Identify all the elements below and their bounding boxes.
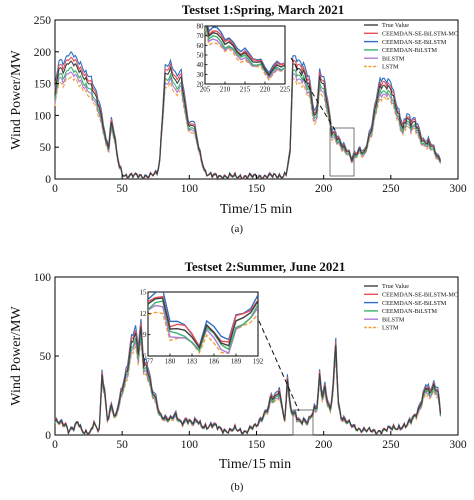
chart-b-zoom-leader: [258, 320, 300, 412]
chart-a-zoom-box: [329, 127, 355, 177]
y-tick-label: 200: [34, 47, 52, 59]
legend-label-4: BiLSTM: [382, 55, 405, 62]
inset-x-tick-label: 186: [209, 358, 220, 366]
inset-x-tick-label: 177: [143, 358, 154, 366]
inset-y-tick-label: 9: [143, 331, 147, 339]
y-tick-label: 50: [40, 142, 52, 154]
chart-b-inset: 177 180 183 186 189 192 6 9 12 15: [140, 289, 264, 366]
inset-x-tick-label: 210: [220, 86, 231, 94]
y-tick-label: 100: [34, 272, 52, 284]
series-line-0: [54, 60, 442, 181]
inset-x-tick-label: 192: [253, 358, 264, 366]
inset-y-tick-label: 70: [197, 32, 205, 40]
chart-a-xlabel: Time/15 min: [220, 202, 292, 217]
legend-label-2: CEEMDAN-SE-BiLSTM: [382, 300, 447, 307]
legend-label-3: CEEMDAN-BiLSTM: [382, 308, 438, 315]
inset-y-tick-label: 20: [197, 81, 205, 89]
chart-b-x-ticks: 0 50 100 150 200 250 300: [52, 431, 467, 451]
x-tick-label: 0: [52, 183, 58, 195]
chart-b-series: [54, 318, 442, 436]
x-tick-label: 50: [116, 439, 128, 451]
inset-line-0: [206, 26, 285, 77]
x-tick-label: 0: [52, 439, 58, 451]
inset-series: [205, 26, 285, 81]
x-tick-label: 250: [382, 439, 400, 451]
chart-b-xlabel: Time/15 min: [219, 457, 291, 472]
chart-a: Testset 1:Spring, March 2021 0 50 100 150 20…: [9, 2, 467, 235]
chart-b: Testset 2:Summer, June 2021 0 50 100 150 200…: [9, 259, 467, 493]
legend-label-0: True Value: [382, 283, 409, 290]
legend-label-1: CEEMDAN-SE-BiLSTM-MC: [382, 31, 458, 38]
inset-x-tick-label: 205: [200, 86, 211, 94]
chart-b-ylabel: Wind Power/MW: [9, 306, 24, 406]
legend-label-1: CEEMDAN-SE-BiLSTM-MC: [382, 292, 458, 299]
inset-x-tick-label: 183: [187, 358, 198, 366]
series-line-0: [54, 326, 442, 436]
chart-b-y-ticks: 0 50 100: [34, 272, 59, 442]
x-tick-label: 150: [248, 439, 266, 451]
chart-b-title: Testset 2:Summer, June 2021: [185, 259, 346, 274]
y-tick-label: 150: [34, 79, 52, 91]
legend-label-0: True Value: [382, 22, 409, 29]
x-tick-label: 300: [449, 439, 467, 451]
x-tick-label: 200: [315, 439, 333, 451]
inset-x-tick-label: 220: [260, 86, 271, 94]
inset-y-tick-label: 12: [140, 310, 148, 318]
legend-label-5: LSTM: [382, 325, 399, 332]
inset-x-tick-label: 189: [231, 358, 242, 366]
chart-a-series: [54, 51, 442, 181]
inset-y-tick-label: 60: [197, 42, 205, 50]
y-tick-label: 50: [40, 351, 52, 363]
y-tick-label: 250: [34, 15, 52, 27]
x-tick-label: 100: [181, 183, 199, 195]
x-tick-label: 250: [382, 183, 400, 195]
inset-y-tick-label: 6: [143, 353, 147, 361]
inset-y-tick-label: 50: [197, 52, 205, 60]
y-tick-label: 0: [45, 430, 51, 442]
inset-y-tick-label: 15: [140, 289, 148, 297]
chart-b-zoom-box: [292, 409, 314, 436]
inset-y-tick-label: 80: [197, 23, 205, 31]
inset-x-tick-label: 180: [165, 358, 176, 366]
legend-label-2: CEEMDAN-SE-BiLSTM: [382, 39, 447, 46]
y-tick-label: 100: [34, 110, 52, 122]
chart-b-caption: (b): [231, 481, 244, 493]
chart-a-y-ticks: 0 50 100 150 200 250: [34, 15, 59, 186]
chart-a-ylabel: Wind Power/MW: [9, 50, 24, 150]
inset-y-tick-label: 30: [197, 71, 205, 79]
inset-line-5: [205, 27, 285, 81]
x-tick-label: 100: [181, 439, 199, 451]
y-tick-label: 0: [45, 174, 51, 186]
chart-a-x-ticks: 0 50 100 150 200 250 300: [52, 175, 467, 195]
x-tick-label: 50: [116, 183, 128, 195]
chart-a-title: Testset 1:Spring, March 2021: [182, 2, 345, 17]
x-tick-label: 200: [315, 183, 333, 195]
inset-series: [148, 292, 258, 355]
chart-b-legend: True Value CEEMDAN-SE-BiLSTM-MCCEEMDAN-SE…: [364, 283, 458, 332]
inset-line-0: [148, 297, 258, 350]
inset-line-4: [205, 26, 285, 79]
chart-a-legend: True Value CEEMDAN-SE-BiLSTM-MCCEEMDAN-SE…: [364, 22, 458, 71]
x-tick-label: 150: [248, 183, 266, 195]
legend-label-5: LSTM: [382, 64, 399, 71]
legend-label-4: BiLSTM: [382, 316, 405, 323]
inset-x-tick-label: 225: [280, 86, 291, 94]
inset-y-tick-label: 40: [197, 61, 205, 69]
legend-label-3: CEEMDAN-BiLSTM: [382, 47, 438, 54]
inset-x-tick-label: 215: [240, 86, 251, 94]
chart-a-caption: (a): [231, 223, 244, 235]
chart-a-zoom-leader: [290, 57, 336, 131]
x-tick-label: 300: [449, 183, 467, 195]
inset-line-2: [207, 26, 285, 75]
